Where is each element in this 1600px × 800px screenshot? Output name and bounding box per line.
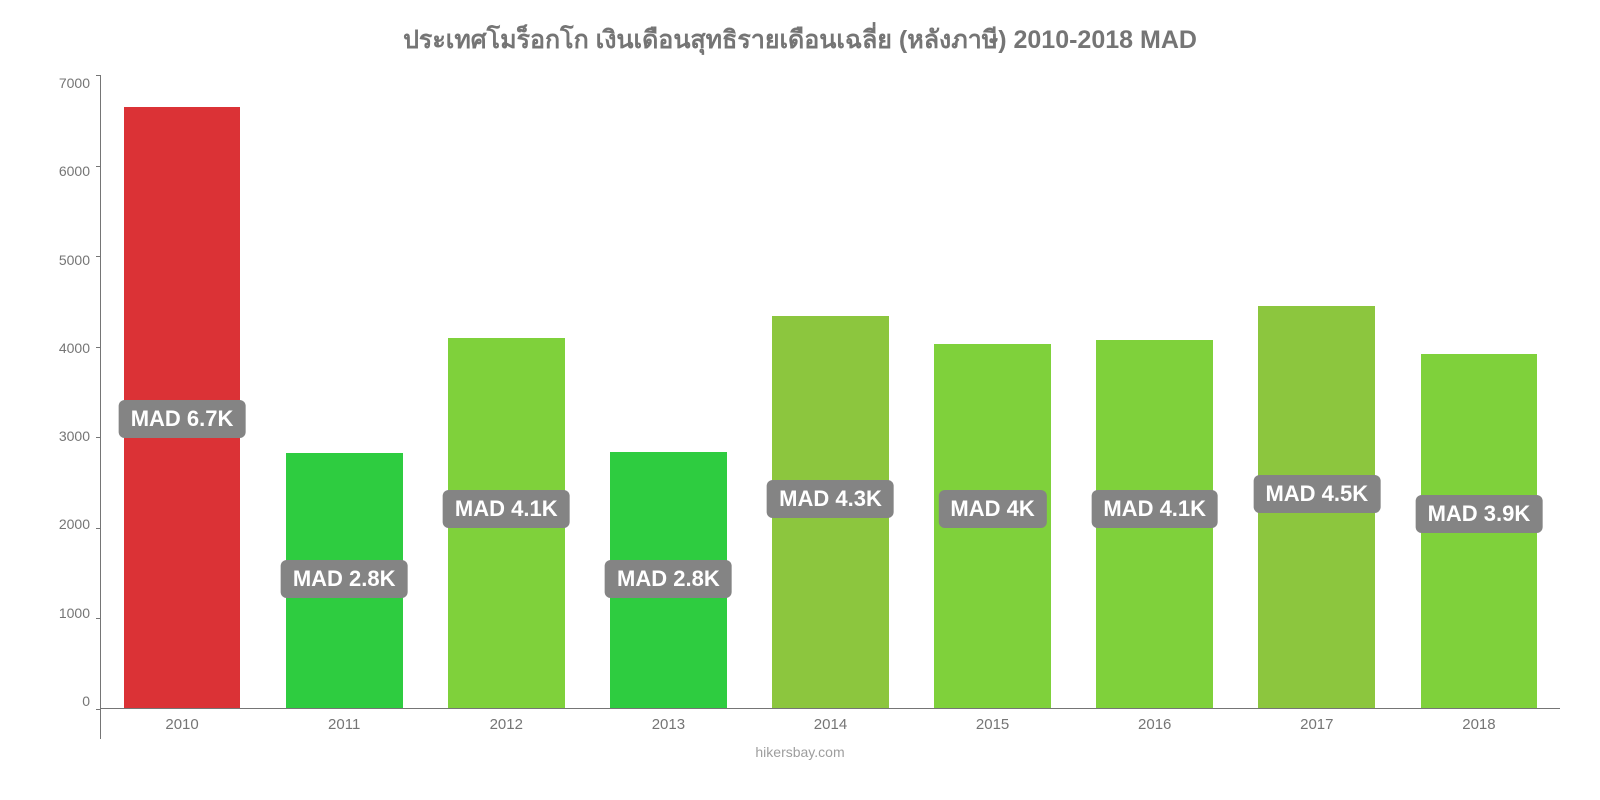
x-tick: 2018 — [1398, 716, 1560, 733]
chart-container: ประเทศโมร็อกโก เงินเดือนสุทธิรายเดือนเฉล… — [0, 0, 1600, 800]
y-tick: 3000 — [59, 428, 90, 444]
bar: MAD 6.7K — [124, 107, 241, 708]
y-tick: 6000 — [59, 163, 90, 179]
bar-group: MAD 4.5K — [1236, 75, 1398, 708]
bar-value-label: MAD 2.8K — [281, 560, 408, 598]
bars-container: MAD 6.7K MAD 2.8K MAD 4.1K MAD 2.8K MAD 4.3K… — [101, 75, 1560, 709]
bar: MAD 4K — [934, 344, 1051, 708]
x-tick: 2016 — [1074, 716, 1236, 733]
y-tick: 5000 — [59, 252, 90, 268]
bar: MAD 4.3K — [772, 316, 889, 708]
bar-value-label: MAD 3.9K — [1416, 495, 1543, 533]
bar: MAD 4.1K — [1096, 340, 1213, 708]
bar-value-label: MAD 4.5K — [1253, 475, 1380, 513]
y-tick: 0 — [82, 693, 90, 709]
bar: MAD 4.1K — [448, 338, 565, 708]
y-tick-mark — [96, 347, 101, 348]
y-axis: 7000 6000 5000 4000 3000 2000 1000 0 — [40, 75, 100, 739]
bar-group: MAD 4.3K — [749, 75, 911, 708]
bar: MAD 4.5K — [1258, 306, 1375, 708]
bar-value-label: MAD 6.7K — [119, 400, 246, 438]
bar: MAD 3.9K — [1421, 354, 1538, 708]
footer-attribution: hikersbay.com — [40, 744, 1560, 760]
bar-group: MAD 2.8K — [263, 75, 425, 708]
plot-area: MAD 6.7K MAD 2.8K MAD 4.1K MAD 2.8K MAD 4.3K… — [100, 75, 1560, 739]
x-tick: 2014 — [749, 716, 911, 733]
x-tick: 2012 — [425, 716, 587, 733]
bar: MAD 2.8K — [610, 452, 727, 708]
x-tick: 2015 — [912, 716, 1074, 733]
chart-area: 70006000500040003000200010000 MAD 6.7KMA… — [40, 75, 1560, 739]
y-tick-mark — [96, 166, 101, 167]
bar-value-label: MAD 4.3K — [767, 480, 894, 518]
y-tick-mark — [96, 256, 101, 257]
y-tick: 7000 — [59, 75, 90, 91]
x-tick: 2011 — [263, 716, 425, 733]
y-tick-mark — [96, 528, 101, 529]
x-tick: 2010 — [101, 716, 263, 733]
bar-group: MAD 4.1K — [1074, 75, 1236, 708]
bar-value-label: MAD 4.1K — [443, 490, 570, 528]
x-axis: 201020112012201320142015201620172018 — [101, 709, 1560, 739]
y-tick: 1000 — [59, 605, 90, 621]
y-tick-mark — [96, 437, 101, 438]
bar-group: MAD 3.9K — [1398, 75, 1560, 708]
y-tick-mark — [96, 75, 101, 76]
bar-value-label: MAD 2.8K — [605, 560, 732, 598]
bar-group: MAD 6.7K — [101, 75, 263, 708]
x-tick: 2017 — [1236, 716, 1398, 733]
y-tick-mark — [96, 618, 101, 619]
bar-value-label: MAD 4.1K — [1091, 490, 1218, 528]
y-tick-mark — [96, 709, 101, 710]
bar-group: MAD 4.1K — [425, 75, 587, 708]
bar: MAD 2.8K — [286, 453, 403, 708]
y-tick: 4000 — [59, 340, 90, 356]
chart-title: ประเทศโมร็อกโก เงินเดือนสุทธิรายเดือนเฉล… — [40, 20, 1560, 60]
bar-group: MAD 2.8K — [587, 75, 749, 708]
y-tick: 2000 — [59, 516, 90, 532]
bar-group: MAD 4K — [912, 75, 1074, 708]
x-tick: 2013 — [587, 716, 749, 733]
bar-value-label: MAD 4K — [938, 490, 1046, 528]
